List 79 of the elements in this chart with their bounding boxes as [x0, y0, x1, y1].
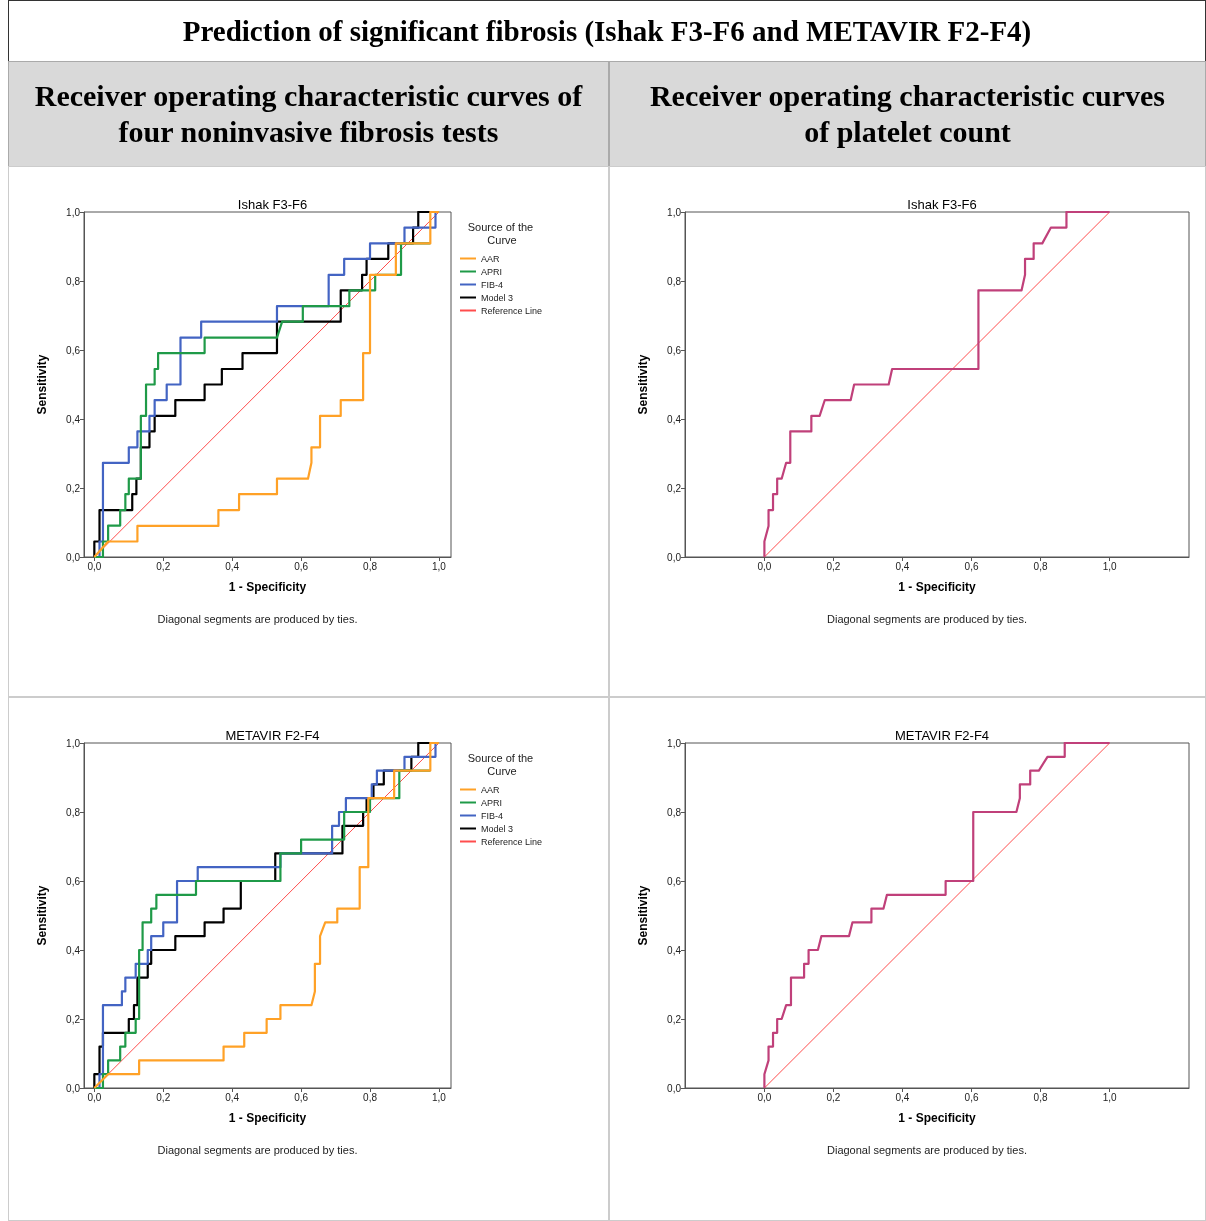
x-tick-label: 0,4	[225, 1091, 240, 1103]
chart-title: METAVIR F2-F4	[894, 728, 990, 743]
y-tick-label: 0,4	[66, 413, 81, 425]
chart-title: Ishak F3-F6	[237, 197, 308, 212]
y-tick-label: 0,8	[66, 275, 81, 287]
y-axis-title: Sensitivity	[35, 885, 49, 946]
x-tick-label: 0,2	[826, 1091, 841, 1103]
legend-label: Reference Line	[481, 836, 543, 847]
x-tick-label: 0,6	[964, 560, 979, 572]
legend-title: Source of the Curve	[467, 220, 537, 246]
x-tick-label: 0,4	[895, 1091, 910, 1103]
x-tick-label: 1,0	[431, 1091, 447, 1103]
x-tick-label: 1,0	[1102, 560, 1117, 572]
x-tick-label: 0,8	[1033, 560, 1048, 572]
x-axis-title: 1 - Specificity	[898, 1111, 976, 1125]
legend-label: FIB-4	[481, 810, 504, 821]
legend-label: APRI	[481, 797, 503, 808]
y-tick-label: 1,0	[667, 737, 682, 749]
y-tick-label: 0,6	[667, 344, 682, 356]
legend-label: Model 3	[481, 823, 514, 834]
text: Receiver operating characteristic curves of four noninvasive fibrosis tests	[8, 61, 609, 167]
x-axis-title: 1 - Specificity	[898, 580, 976, 594]
x-axis-title: 1 - Specificity	[228, 580, 307, 594]
y-tick-label: 1,0	[66, 737, 81, 749]
y-tick-label: 0,0	[667, 1082, 682, 1094]
legend-title: Source of the Curve	[467, 751, 537, 777]
chart-title: METAVIR F2-F4	[225, 728, 320, 743]
x-tick-label: 0,4	[895, 560, 910, 572]
legend-label: APRI	[481, 266, 503, 277]
y-tick-label: 0,2	[66, 1013, 81, 1025]
x-tick-label: 1,0	[1102, 1091, 1117, 1103]
y-tick-label: 0,2	[66, 482, 81, 494]
x-tick-label: 0,6	[294, 560, 309, 572]
y-tick-label: 0,6	[667, 875, 682, 887]
legend-label: Model 3	[481, 292, 514, 303]
text: Diagonal segments are produced by ties.	[157, 612, 358, 625]
text: Diagonal segments are produced by ties.	[827, 612, 1027, 625]
x-tick-label: 0,8	[363, 560, 378, 572]
text: Prediction of significant fibrosis (Ishak F3-F6 and METAVIR F2-F4)	[8, 0, 1206, 62]
y-tick-label: 0,0	[667, 551, 682, 563]
x-tick-label: 1,0	[431, 560, 447, 572]
x-axis-title: 1 - Specificity	[228, 1111, 307, 1125]
x-tick-label: 0,2	[156, 1091, 171, 1103]
legend-label: Reference Line	[481, 305, 543, 316]
text: Diagonal segments are produced by ties.	[827, 1143, 1027, 1156]
legend-label: AAR	[481, 784, 501, 795]
legend-label: FIB-4	[481, 279, 504, 290]
x-tick-label: 0,6	[294, 1091, 309, 1103]
y-tick-label: 0,4	[66, 944, 81, 956]
x-tick-label: 0,0	[87, 1091, 102, 1103]
x-tick-label: 0,0	[757, 560, 772, 572]
y-tick-label: 0,0	[66, 551, 81, 563]
chart-title: Ishak F3-F6	[907, 197, 977, 212]
x-tick-label: 0,8	[363, 1091, 378, 1103]
y-axis-title: Sensitivity	[35, 354, 49, 415]
x-tick-label: 0,8	[1033, 1091, 1048, 1103]
y-tick-label: 0,2	[667, 482, 682, 494]
y-tick-label: 1,0	[667, 206, 682, 218]
y-tick-label: 0,6	[66, 344, 81, 356]
text: Receiver operating characteristic curves of platelet count	[609, 61, 1206, 167]
y-tick-label: 0,8	[667, 806, 682, 818]
y-tick-label: 0,4	[667, 413, 682, 425]
y-tick-label: 0,8	[66, 806, 81, 818]
y-axis-title: Sensitivity	[636, 354, 650, 415]
legend-label: AAR	[481, 253, 501, 264]
text: Diagonal segments are produced by ties.	[157, 1143, 358, 1156]
y-tick-label: 0,6	[66, 875, 81, 887]
y-tick-label: 0,4	[667, 944, 682, 956]
y-tick-label: 0,2	[667, 1013, 682, 1025]
x-tick-label: 0,2	[156, 560, 171, 572]
y-tick-label: 0,8	[667, 275, 682, 287]
x-tick-label: 0,0	[87, 560, 102, 572]
y-tick-label: 0,0	[66, 1082, 81, 1094]
x-tick-label: 0,4	[225, 560, 240, 572]
y-axis-title: Sensitivity	[636, 885, 650, 946]
x-tick-label: 0,6	[964, 1091, 979, 1103]
x-tick-label: 0,2	[826, 560, 841, 572]
x-tick-label: 0,0	[757, 1091, 772, 1103]
y-tick-label: 1,0	[66, 206, 81, 218]
